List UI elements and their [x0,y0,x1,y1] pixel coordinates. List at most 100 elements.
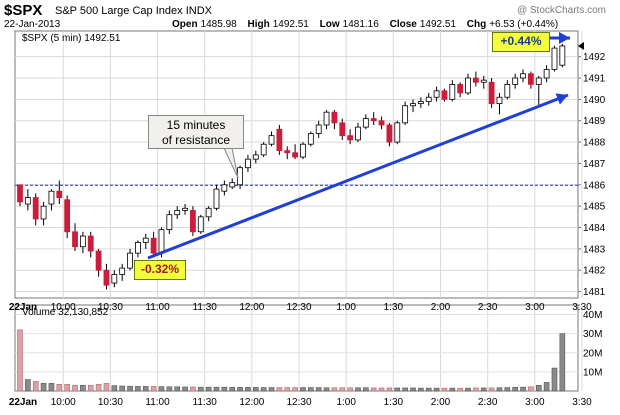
volume-bar [363,387,369,392]
volume-bar [253,387,259,392]
volume-bar [308,387,314,392]
volume-bar [40,383,47,392]
price-y-tick-label: 1488 [583,138,606,149]
candle-body [433,90,440,98]
volume-bar [205,386,212,392]
volume-bar [229,387,236,392]
support-trendline-head [555,93,568,105]
volume-x-tick-label: 12:00 [239,397,264,408]
volume-bar [221,386,228,392]
volume-bar [103,383,110,392]
candle-body [64,199,71,233]
candle-body [182,207,188,211]
volume-bar [559,333,566,392]
candle-body [300,143,306,158]
candle-body [307,133,314,145]
candle-body [32,197,39,220]
resistance-callout-line1: 15 minutes [166,118,226,132]
instrument-name: S&P 500 Large Cap Index [55,5,183,17]
loss-callout: -0.32% [134,260,186,280]
candle-body [496,96,503,105]
volume-x-tick-label: 11:30 [193,397,218,408]
candle-body [480,79,487,83]
volume-bar [543,382,550,392]
candle-body [252,154,259,160]
candle-body [370,118,377,122]
x-tick-label: 11:30 [193,302,218,313]
x-tick-label: 10:00 [51,302,76,313]
candle-body [134,242,141,254]
candle-body [347,135,354,141]
x-tick-label: 10:30 [98,302,123,313]
chart-symbol: $SPX [4,2,43,19]
volume-y-tick-label: 40M [583,310,602,321]
volume-bar [197,386,204,392]
candle-body [284,150,291,154]
price-y-tick-label: 1483 [583,244,606,255]
candle-body [174,210,181,216]
volume-bar [520,386,526,392]
volume-bar [535,384,542,392]
volume-bar [174,386,180,392]
volume-x-tick-label: 2:30 [478,397,498,408]
x-tick-label: 3:30 [572,302,592,313]
candle-body [394,122,401,143]
volume-legend: Volume 32,130,852 [22,307,109,318]
volume-bar [25,379,31,392]
support-trendline [147,93,569,260]
candle-body [417,101,424,105]
close-label: Close [389,19,417,30]
candle-body [48,190,55,205]
candle-body [166,214,173,231]
candle-body [142,237,149,243]
volume-x-tick-label: 12:30 [287,397,312,408]
price-y-tick-label: 1489 [583,116,606,127]
volume-bar [190,386,196,392]
volume-bar [182,386,188,392]
volume-bar [119,385,125,392]
candle-body [103,269,110,286]
candle-body [150,237,157,254]
volume-bar [276,387,283,392]
candle-body [559,45,566,66]
candle-body [410,103,416,107]
change-value: +6.53 (+0.44%) [489,19,559,30]
candle-body [95,250,102,271]
candle-body [87,235,94,252]
volume-bar [166,386,173,392]
volume-bar [95,384,102,392]
volume-bar [80,384,86,392]
change-label: Chg [466,19,487,30]
volume-y-tick-label: 10M [583,367,602,378]
stockcharts-watermark: @ StockCharts.com [516,5,606,16]
candle-body [17,184,23,203]
candle-body [386,124,393,143]
volume-y-tick-label: 30M [583,329,602,340]
resistance-callout-line2: of resistance [161,133,231,147]
gain-pointer-head [559,32,570,44]
volume-bar [142,386,149,392]
volume-bar [449,387,456,392]
candle-body [213,188,220,209]
x-tick-label: 22Jan [9,302,37,313]
volume-bar [488,387,495,392]
candle-body [119,267,126,275]
volume-bar [378,387,385,392]
volume-x-tick-label: 3:00 [525,397,545,408]
candle-body [205,207,212,218]
ohlc-summary: Open 1485.98 High 1492.51 Low 1481.16 Close… [172,19,566,30]
volume-bar [394,387,401,392]
candle-body [512,77,519,85]
candle-body [520,73,526,79]
price-y-tick-label: 1481 [583,287,606,298]
candle-body [465,77,471,94]
volume-bar [433,387,440,392]
volume-bar [268,387,275,392]
volume-bar [512,387,518,392]
candle-body [551,47,558,70]
volume-bar [213,386,220,392]
exchange-label: INDX [185,5,212,17]
volume-x-tick-label: 1:30 [384,397,404,408]
candle-body [441,90,448,100]
